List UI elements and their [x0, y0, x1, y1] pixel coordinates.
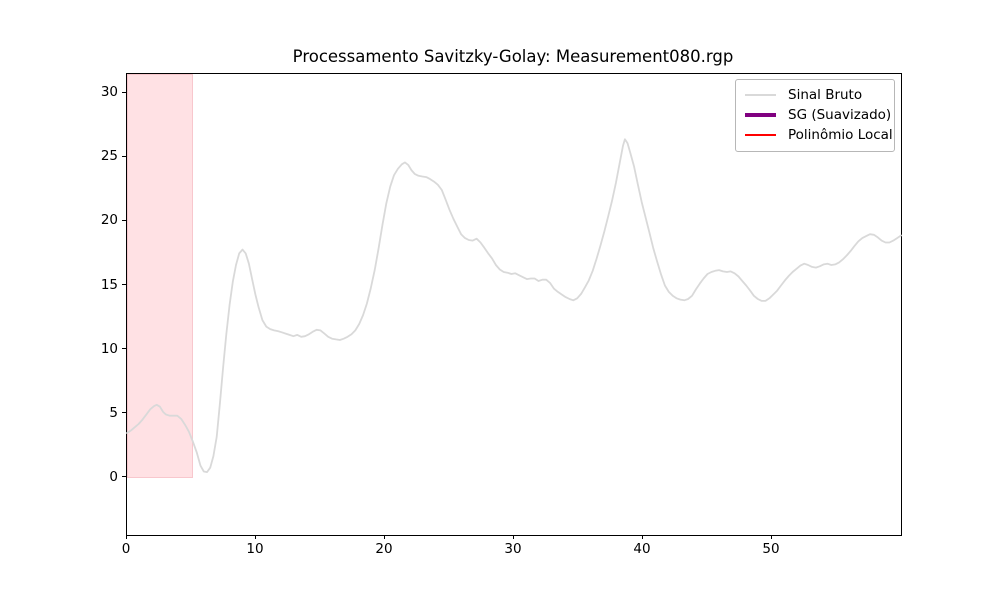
x-tick-mark	[770, 535, 772, 539]
y-tick-mark	[122, 219, 126, 221]
x-tick-mark	[641, 535, 643, 539]
legend-item: Polinômio Local	[745, 125, 893, 145]
signal-line-svg	[126, 138, 902, 474]
legend-line-swatch	[745, 94, 776, 96]
y-tick-mark	[122, 91, 126, 93]
x-tick-mark	[383, 535, 385, 539]
x-tick-mark	[254, 535, 256, 539]
legend-box: Sinal Bruto SG (Suavizado) Polinômio Local	[735, 79, 895, 152]
legend-line-swatch	[745, 113, 776, 117]
y-tick-mark	[122, 412, 126, 414]
legend-label: SG (Suavizado)	[788, 107, 892, 123]
legend-item: Sinal Bruto	[745, 85, 885, 105]
x-tick-label: 0	[121, 541, 131, 557]
y-tick-label: 0	[109, 468, 118, 485]
x-tick-label: 50	[762, 541, 780, 557]
x-tick-label: 20	[375, 541, 393, 557]
y-tick-label: 15	[100, 276, 118, 293]
y-tick-label: 30	[100, 84, 118, 101]
y-tick-label: 5	[109, 404, 118, 421]
y-tick-label: 10	[100, 340, 118, 357]
y-tick-mark	[122, 348, 126, 350]
x-tick-mark	[125, 535, 127, 539]
y-tick-mark	[122, 284, 126, 286]
series-line-sinal-bruto	[126, 138, 902, 474]
legend-label: Polinômio Local	[788, 127, 893, 143]
y-tick-label: 25	[100, 148, 118, 165]
plot-area	[126, 73, 902, 536]
legend-line-swatch	[745, 134, 776, 136]
chart-title: Processamento Savitzky-Golay: Measuremen…	[292, 47, 734, 66]
x-tick-label: 10	[246, 541, 264, 557]
legend-label: Sinal Bruto	[788, 87, 863, 103]
x-tick-label: 40	[633, 541, 651, 557]
highlight-region	[127, 74, 194, 478]
legend-item: SG (Suavizado)	[745, 105, 891, 125]
x-tick-label: 30	[504, 541, 522, 557]
y-tick-label: 20	[100, 212, 118, 229]
y-tick-mark	[122, 155, 126, 157]
x-tick-mark	[512, 535, 514, 539]
y-tick-mark	[122, 476, 126, 478]
